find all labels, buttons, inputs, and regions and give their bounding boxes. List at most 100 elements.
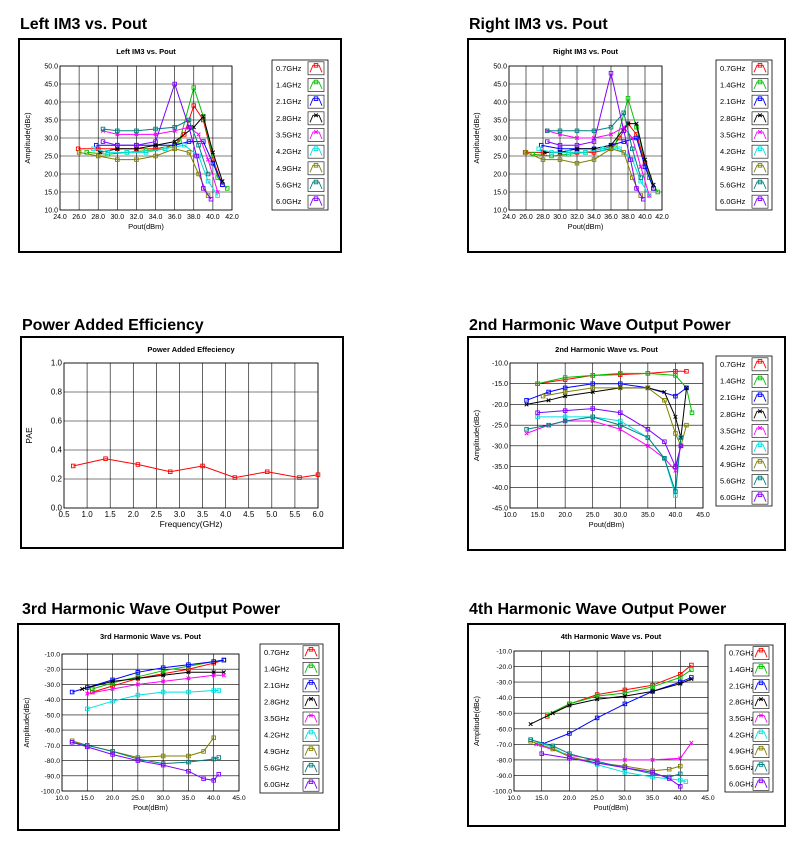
y-tick-label: 10.0 [493, 208, 507, 215]
data-point [546, 422, 551, 428]
data-point [622, 757, 628, 763]
legend-swatch [751, 407, 769, 422]
data-point [524, 431, 529, 436]
y-tick-label: -20.0 [45, 667, 61, 674]
chart-title: Power Added Effeciency [147, 345, 235, 354]
data-point [115, 142, 120, 148]
series [100, 81, 214, 202]
legend-label: 3.5GHz [720, 131, 746, 140]
y-tick-label: 45.0 [44, 82, 58, 89]
data-point [678, 771, 683, 777]
data-point [186, 759, 191, 765]
legend-label: 2.8GHz [720, 114, 746, 123]
data-point [211, 688, 216, 693]
data-point [186, 670, 191, 675]
data-point [313, 196, 319, 201]
data-point [757, 79, 763, 85]
legend-item: 1.4GHz [720, 78, 769, 92]
y-tick-label: -50.0 [45, 712, 61, 719]
x-tick-label: 30.0 [111, 214, 125, 221]
x-axis-label: Pout(dBm) [589, 520, 625, 529]
data-point [135, 682, 141, 687]
data-point [160, 679, 166, 684]
data-point [590, 385, 595, 391]
x-tick-label: 40.0 [207, 795, 220, 802]
data-point [757, 442, 763, 447]
chart-4th-harmonic: 4th Harmonic Wave vs. Pout 10.0 15.0 20.0 25… [472, 632, 774, 812]
legend-label: 1.4GHz [264, 664, 290, 673]
series-line [102, 82, 212, 200]
series-group [69, 657, 227, 783]
data-point [758, 680, 764, 686]
data-point [630, 135, 635, 141]
data-point [758, 745, 764, 751]
legend-item: 0.7GHz [729, 646, 770, 660]
data-point [160, 762, 166, 768]
data-point [523, 150, 529, 155]
series-group [75, 81, 230, 202]
data-point [134, 142, 139, 148]
data-point [308, 713, 314, 718]
data-point [618, 427, 623, 432]
legend-label: 2.8GHz [720, 410, 746, 419]
y-tick-label: -20.0 [492, 402, 508, 409]
data-point [621, 150, 626, 155]
data-point [600, 146, 605, 152]
data-point [313, 146, 319, 151]
x-tick-label: 20.0 [563, 795, 576, 802]
data-point [221, 673, 226, 678]
data-point [590, 418, 595, 424]
data-point [678, 756, 683, 761]
y-tick-label: 0.0 [51, 504, 63, 513]
legend-line [753, 81, 767, 90]
legend-item: 4.2GHz [264, 728, 320, 742]
legend-item: 4.9GHz [264, 744, 320, 759]
legend-swatch [302, 728, 320, 742]
data-point [134, 132, 139, 137]
x-tick-label: 15.0 [81, 795, 94, 802]
data-point [110, 679, 115, 684]
legend-line [753, 460, 767, 469]
data-point [308, 729, 314, 735]
y-tick-label: 50.0 [493, 64, 507, 71]
data-point [757, 96, 763, 101]
legend-item: 4.9GHz [729, 744, 770, 758]
legend-line [753, 377, 767, 386]
x-tick-label: 34.0 [149, 214, 163, 221]
chart-3rd-harmonic: 3rd Harmonic Wave vs. Pout 10.0 15.0 20.0 25… [22, 632, 324, 812]
series-line [537, 408, 682, 469]
data-point [617, 146, 622, 152]
data-point [662, 398, 667, 403]
legend-line [754, 731, 768, 740]
legend-item: 6.0GHz [264, 777, 320, 792]
legend-line [753, 98, 767, 106]
tick-labels: 24.0 26.0 28.0 30.0 32.0 34.0 36.0 38.0 40.0 42.0… [44, 64, 239, 222]
data-point [757, 492, 763, 497]
legend-label: 4.2GHz [264, 731, 290, 740]
data-point [100, 126, 106, 132]
series [539, 751, 683, 789]
legend-label: 4.2GHz [720, 443, 746, 452]
legend-item: 2.8GHz [276, 111, 325, 126]
data-point [539, 751, 544, 756]
data-point [153, 126, 158, 132]
chart-title: 3rd Harmonic Wave vs. Pout [100, 632, 202, 641]
data-point [641, 196, 646, 202]
data-point [666, 776, 672, 781]
data-point [205, 157, 211, 162]
series [545, 662, 694, 719]
legend-swatch [751, 374, 769, 388]
legend-item: 4.2GHz [729, 728, 770, 742]
series-line [547, 669, 692, 716]
data-point [618, 385, 623, 391]
heading-3rd-harmonic: 3rd Harmonic Wave Output Power [22, 601, 281, 618]
legend-label: 4.9GHz [720, 164, 746, 173]
data-point [221, 657, 227, 663]
data-point [536, 146, 541, 152]
x-tick-label: 24.0 [502, 214, 516, 221]
data-point [673, 468, 678, 473]
legend-swatch [751, 61, 769, 76]
y-tick-label: -30.0 [45, 682, 61, 689]
data-point [124, 150, 130, 155]
x-tick-label: 35.0 [182, 795, 195, 802]
